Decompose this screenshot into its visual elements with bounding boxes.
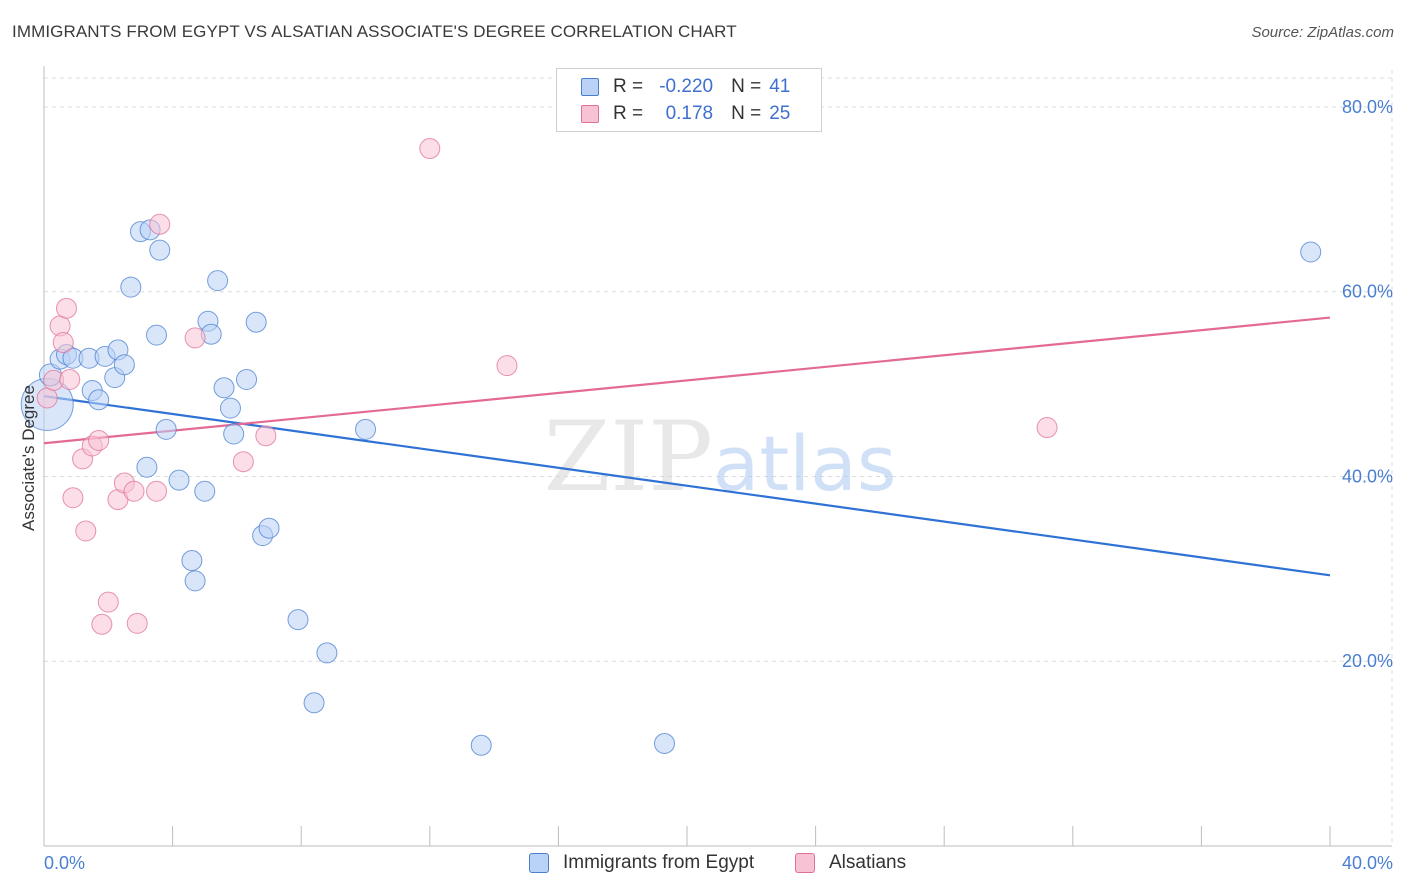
point-egypt (136, 456, 158, 478)
legend-item-egypt[interactable]: Immigrants from Egypt (529, 852, 754, 874)
gridlines (44, 70, 1393, 846)
legend-r-value: 0.178 (665, 103, 714, 124)
legend-swatch-alsatians (581, 105, 599, 123)
point-alsatians (52, 332, 74, 354)
y-tick-label: 40.0% (1342, 466, 1393, 486)
point-egypt (236, 368, 258, 390)
trend-line-egypt (43, 395, 1331, 577)
point-alsatians (36, 387, 58, 409)
point-alsatians (97, 591, 119, 613)
legend-n-value: 41 (769, 76, 791, 97)
point-egypt (184, 570, 206, 592)
y-tick-label: 80.0% (1342, 97, 1393, 117)
legend-n-label: N = (731, 103, 762, 124)
legend-swatch-egypt (581, 78, 599, 96)
point-alsatians (62, 487, 84, 509)
point-alsatians (149, 213, 171, 235)
source-label: Source: ZipAtlas.com (1251, 24, 1394, 41)
legend-item-alsatians[interactable]: Alsatians (795, 852, 906, 874)
point-alsatians (1036, 417, 1058, 439)
point-egypt (168, 469, 190, 491)
point-egypt (470, 734, 492, 756)
trend-line-alsatians (43, 316, 1331, 445)
point-egypt (113, 354, 135, 376)
stats-legend-row-alsatians: R = 0.178 N = 25 (581, 102, 790, 126)
trend-lines (43, 316, 1331, 577)
point-alsatians (91, 613, 113, 635)
stats-legend: R = -0.220 N = 41 R = 0.178 N = 25 (556, 68, 822, 132)
legend-label-alsatians: Alsatians (829, 852, 907, 873)
series-legend: Immigrants from Egypt Alsatians (0, 852, 1406, 878)
point-alsatians (255, 425, 277, 447)
legend-n-label: N = (731, 76, 762, 97)
point-alsatians (123, 480, 145, 502)
point-egypt (258, 517, 280, 539)
point-alsatians (419, 138, 441, 160)
point-egypt (1300, 241, 1322, 263)
legend-label-egypt: Immigrants from Egypt (563, 852, 755, 873)
point-egypt (146, 324, 168, 346)
point-alsatians (184, 327, 206, 349)
point-egypt (213, 377, 235, 399)
point-egypt (355, 418, 376, 440)
legend-n-value: 25 (769, 103, 791, 124)
tick-labels: 20.0% 40.0% 60.0% 80.0% 0.0% 40.0% (44, 97, 1393, 873)
point-egypt (88, 389, 110, 411)
stats-legend-row-egypt: R = -0.220 N = 41 (581, 75, 790, 99)
point-egypt (181, 550, 203, 572)
point-alsatians (59, 368, 81, 390)
axes (43, 66, 1392, 847)
point-egypt (245, 311, 267, 333)
point-egypt (316, 642, 338, 664)
watermark-atlas: atlas (713, 419, 897, 508)
point-alsatians (232, 451, 254, 473)
point-alsatians (146, 480, 168, 502)
chart-title: IMMIGRANTS FROM EGYPT VS ALSATIAN ASSOCI… (12, 22, 737, 41)
point-egypt (223, 423, 245, 445)
y-axis-label: Associate's Degree (19, 385, 38, 531)
legend-r-label: R = (613, 76, 644, 97)
watermark-zip: ZIP (544, 401, 713, 513)
point-egypt (120, 276, 142, 298)
point-alsatians (56, 297, 78, 319)
x-tick-label: 0.0% (44, 853, 85, 873)
point-egypt (653, 732, 675, 754)
y-tick-label: 60.0% (1342, 282, 1393, 302)
point-alsatians (496, 355, 518, 377)
point-egypt (287, 609, 309, 631)
point-egypt (194, 480, 216, 502)
y-tick-label: 20.0% (1342, 651, 1393, 671)
point-egypt (303, 692, 325, 714)
point-egypt (207, 270, 229, 292)
point-alsatians (126, 612, 148, 634)
point-alsatians (88, 429, 110, 451)
point-egypt (149, 239, 171, 261)
legend-swatch-egypt (529, 853, 549, 873)
legend-r-value: -0.220 (659, 76, 714, 97)
data-points (20, 138, 1322, 756)
legend-swatch-alsatians (795, 853, 815, 873)
point-alsatians (75, 520, 97, 542)
point-egypt (219, 397, 241, 419)
watermark: ZIPatlas (544, 401, 897, 513)
point-egypt (155, 418, 177, 440)
x-tick-label: 40.0% (1342, 853, 1393, 873)
legend-r-label: R = (613, 103, 644, 124)
